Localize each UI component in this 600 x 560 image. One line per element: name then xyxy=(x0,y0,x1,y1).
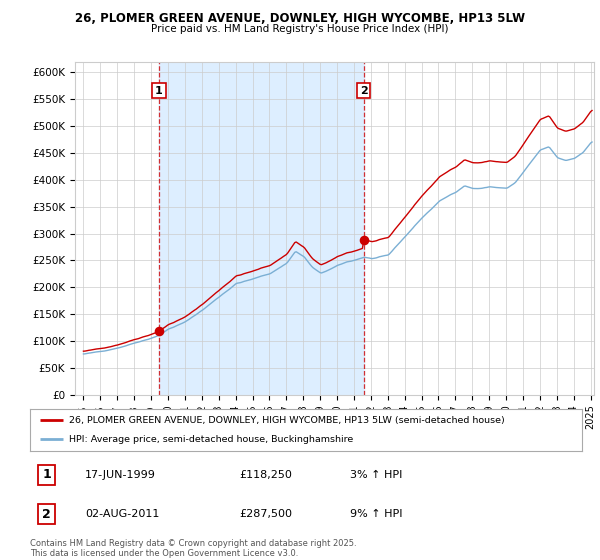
Text: 9% ↑ HPI: 9% ↑ HPI xyxy=(350,509,403,519)
Text: 02-AUG-2011: 02-AUG-2011 xyxy=(85,509,160,519)
Text: 1: 1 xyxy=(155,86,163,96)
Text: 2: 2 xyxy=(360,86,368,96)
Text: 26, PLOMER GREEN AVENUE, DOWNLEY, HIGH WYCOMBE, HP13 5LW (semi-detached house): 26, PLOMER GREEN AVENUE, DOWNLEY, HIGH W… xyxy=(68,416,505,424)
Text: 3% ↑ HPI: 3% ↑ HPI xyxy=(350,470,403,480)
Point xyxy=(359,236,368,245)
Text: 2: 2 xyxy=(42,507,51,521)
Text: 17-JUN-1999: 17-JUN-1999 xyxy=(85,470,156,480)
Text: HPI: Average price, semi-detached house, Buckinghamshire: HPI: Average price, semi-detached house,… xyxy=(68,435,353,444)
Point xyxy=(154,327,164,336)
Text: Price paid vs. HM Land Registry's House Price Index (HPI): Price paid vs. HM Land Registry's House … xyxy=(151,24,449,34)
Text: £118,250: £118,250 xyxy=(240,470,293,480)
Bar xyxy=(159,62,364,395)
Text: 26, PLOMER GREEN AVENUE, DOWNLEY, HIGH WYCOMBE, HP13 5LW: 26, PLOMER GREEN AVENUE, DOWNLEY, HIGH W… xyxy=(75,12,525,25)
Text: 1: 1 xyxy=(42,468,51,482)
Text: Contains HM Land Registry data © Crown copyright and database right 2025.
This d: Contains HM Land Registry data © Crown c… xyxy=(30,539,356,558)
Text: £287,500: £287,500 xyxy=(240,509,293,519)
